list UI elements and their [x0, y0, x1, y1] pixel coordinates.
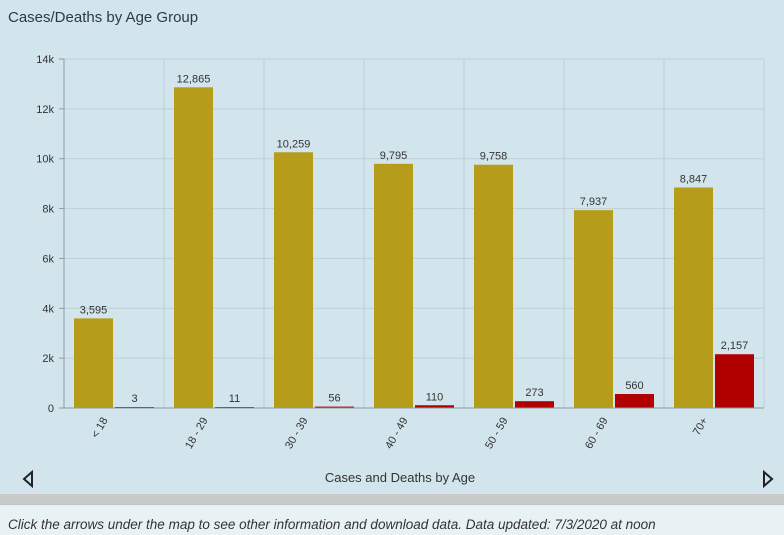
data-label: 110 [426, 391, 444, 403]
data-label: 10,259 [277, 138, 311, 150]
data-label: 560 [625, 380, 643, 392]
x-tick-label: 60 - 69 [583, 416, 611, 452]
bar[interactable] [315, 406, 354, 408]
y-tick-label: 2k [42, 353, 54, 365]
bar[interactable] [474, 164, 513, 408]
data-label: 3 [131, 393, 137, 405]
x-axis-title: Cases and Deaths by Age [324, 470, 476, 485]
bar[interactable] [574, 210, 613, 408]
data-label: 3,595 [80, 304, 108, 316]
bar-chart: 0 2k 4k 6k 8k 10k 12k 14k 3,595 12,865 10,259 9,795… [36, 54, 765, 452]
triangle-left-icon [22, 469, 33, 489]
prev-arrow-button[interactable] [20, 469, 36, 489]
x-tick-label: 70+ [691, 416, 711, 438]
bar[interactable] [74, 318, 113, 408]
nav-row [0, 462, 784, 495]
y-tick-label: 10k [36, 154, 54, 166]
chart-panel: Cases/Deaths by Age Group 0 2k 4k 6k 8k 10k 12… [8, 9, 765, 452]
bar[interactable] [274, 152, 313, 408]
x-tick-label: 40 - 49 [383, 416, 411, 452]
x-tick-label: 18 - 29 [183, 416, 211, 452]
scrollbar[interactable] [0, 494, 784, 504]
x-tick-label: 50 - 59 [483, 416, 511, 452]
footer-text: Click the arrows under the map to see ot… [8, 517, 656, 532]
bar[interactable] [715, 354, 754, 408]
triangle-right-icon [763, 469, 774, 489]
bar[interactable] [174, 87, 213, 408]
data-label: 56 [328, 393, 340, 405]
y-tick-label: 14k [36, 54, 54, 66]
chart-title: Cases/Deaths by Age Group [8, 9, 199, 26]
y-tick-label: 8k [42, 204, 54, 216]
data-label: 2,157 [721, 340, 749, 352]
footer: Click the arrows under the map to see ot… [0, 504, 784, 535]
y-tick-label: 12k [36, 104, 54, 116]
data-label: 11 [229, 393, 240, 405]
data-label: 273 [525, 387, 543, 399]
x-tick-label: < 18 [89, 416, 110, 441]
bar[interactable] [515, 401, 554, 408]
data-label: 8,847 [680, 173, 708, 185]
data-label: 7,937 [580, 196, 608, 208]
bar[interactable] [615, 394, 654, 408]
bar[interactable] [374, 163, 413, 408]
y-tick-label: 0 [48, 403, 54, 415]
data-label: 9,758 [480, 151, 508, 163]
data-label: 12,865 [177, 73, 211, 85]
next-arrow-button[interactable] [760, 469, 776, 489]
bar[interactable] [674, 187, 713, 408]
bar[interactable] [415, 405, 454, 408]
y-tick-label: 4k [42, 303, 54, 315]
x-tick-label: 30 - 39 [283, 416, 311, 452]
y-tick-label: 6k [42, 253, 54, 265]
data-label: 9,795 [380, 150, 408, 162]
